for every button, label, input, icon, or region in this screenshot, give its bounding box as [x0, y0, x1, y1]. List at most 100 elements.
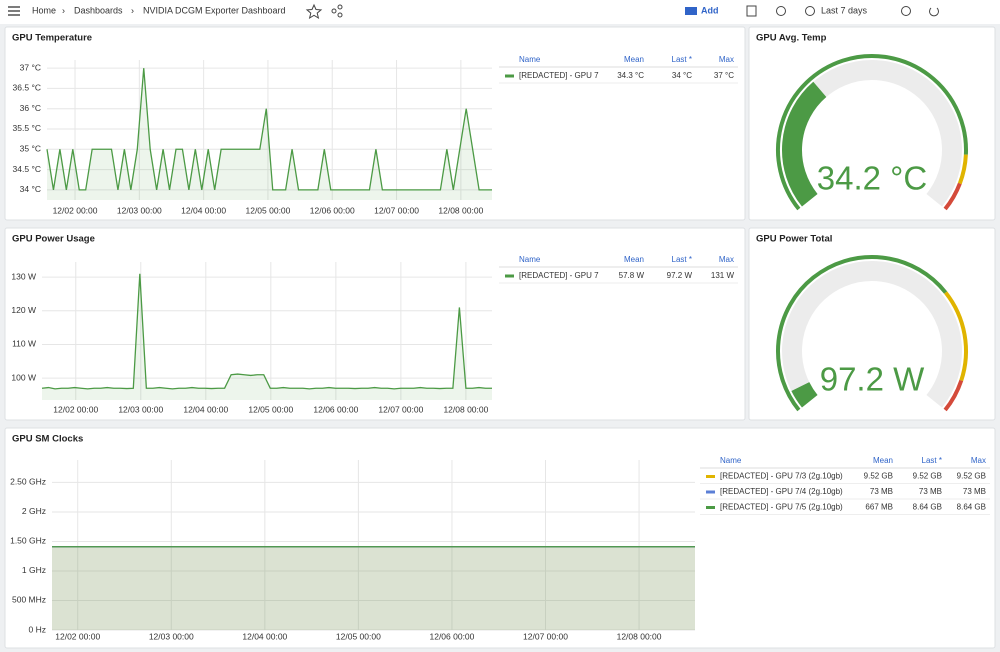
y-tick-label: 2 GHz — [22, 506, 46, 516]
y-tick-label: 37 °C — [20, 62, 41, 72]
y-tick-label: 0 Hz — [29, 624, 46, 634]
legend-header: Name — [720, 456, 742, 465]
legend-mean: 667 MB — [865, 503, 893, 512]
separator: › — [62, 5, 65, 15]
x-tick-label: 12/05 00:00 — [245, 205, 290, 215]
legend-last: 9.52 GB — [913, 472, 942, 481]
x-tick-label: 12/06 00:00 — [313, 404, 358, 414]
legend-max: 37 °C — [714, 71, 734, 80]
legend-marker — [706, 475, 715, 478]
series-area — [47, 68, 492, 201]
x-tick-label: 12/07 00:00 — [374, 205, 419, 215]
legend-header: Last * — [672, 55, 692, 64]
legend-marker — [706, 490, 715, 494]
legend-mean: 57.8 W — [619, 271, 645, 280]
y-tick-label: 1.50 GHz — [10, 536, 46, 546]
x-tick-label: 12/03 00:00 — [117, 205, 162, 215]
panel-title: GPU Power Total — [756, 234, 832, 245]
panel-title: GPU Avg. Temp — [756, 33, 827, 44]
gauge-value-arc — [791, 381, 818, 408]
top-bar — [0, 0, 1000, 24]
legend-header: Last * — [922, 456, 942, 465]
add-icon[interactable] — [685, 7, 697, 15]
legend-header: Mean — [873, 456, 893, 465]
x-tick-label: 12/08 00:00 — [617, 631, 662, 641]
legend-marker — [706, 506, 715, 509]
save-icon[interactable] — [746, 5, 757, 17]
legend-last: 97.2 W — [667, 271, 693, 280]
gauge-threshold — [957, 154, 968, 185]
legend-header: Mean — [624, 55, 644, 64]
x-tick-label: 12/04 00:00 — [242, 631, 287, 641]
y-tick-label: 110 W — [12, 339, 36, 349]
legend-name[interactable]: [REDACTED] - GPU 7/4 (2g.10gb) — [720, 487, 843, 496]
star-icon[interactable] — [305, 3, 323, 20]
y-tick-label: 36.5 °C — [13, 83, 41, 93]
legend-header: Name — [519, 255, 541, 264]
gauge-threshold — [776, 54, 968, 211]
gauge-value-arc — [782, 81, 827, 207]
series-line — [46, 68, 492, 191]
x-tick-label: 12/04 00:00 — [181, 205, 226, 215]
gauge-value: 34.2 °C — [817, 160, 927, 197]
separator: › — [131, 5, 134, 15]
gauge-threshold — [943, 182, 962, 211]
share-icon[interactable] — [331, 4, 343, 18]
series-area — [52, 546, 695, 630]
x-tick-label: 12/05 00:00 — [248, 404, 293, 414]
y-tick-label: 2.50 GHz — [10, 477, 46, 487]
legend-last: 8.64 GB — [913, 503, 942, 512]
legend-mean: 73 MB — [870, 487, 893, 496]
legend-name[interactable]: [REDACTED] - GPU 7 — [519, 271, 599, 280]
y-tick-label: 100 W — [11, 372, 36, 382]
y-tick-label: 35 °C — [20, 144, 41, 154]
menu-icon[interactable] — [8, 6, 20, 16]
gauge-track — [782, 261, 962, 408]
gauge-threshold — [775, 255, 948, 412]
add-button[interactable]: Add — [701, 5, 719, 15]
time-range[interactable]: Last 7 days — [821, 5, 868, 15]
legend-max: 9.52 GB — [957, 472, 986, 481]
x-tick-label: 12/08 00:00 — [443, 404, 488, 414]
clock-icon[interactable] — [805, 6, 815, 16]
gauge-threshold — [944, 291, 968, 382]
x-tick-label: 12/02 00:00 — [53, 404, 98, 414]
x-tick-label: 12/07 00:00 — [523, 631, 568, 641]
x-tick-label: 12/03 00:00 — [118, 404, 163, 414]
gauge-threshold — [943, 379, 964, 412]
panel-title: GPU SM Clocks — [12, 434, 83, 445]
legend-mean: 34.3 °C — [617, 71, 644, 80]
legend-last: 73 MB — [919, 487, 942, 496]
legend-name[interactable]: [REDACTED] - GPU 7/3 (2g.10gb) — [720, 472, 843, 481]
y-tick-label: 130 W — [11, 271, 36, 281]
breadcrumb[interactable]: Dashboards — [74, 5, 123, 15]
panel-title: GPU Power Usage — [12, 234, 95, 245]
legend-name[interactable]: [REDACTED] - GPU 7/5 (2g.10gb) — [720, 503, 843, 512]
series-line — [41, 273, 492, 390]
legend-max: 73 MB — [963, 487, 986, 496]
zoom-out-icon[interactable] — [901, 6, 911, 16]
legend-marker — [505, 74, 514, 78]
refresh-icon[interactable] — [929, 7, 939, 17]
panel — [4, 227, 746, 421]
breadcrumb: NVIDIA DCGM Exporter Dashboard — [143, 5, 286, 15]
panel — [4, 26, 746, 221]
legend-header: Name — [519, 55, 541, 64]
y-tick-label: 36 °C — [20, 103, 41, 113]
legend-name[interactable]: [REDACTED] - GPU 7 — [519, 71, 599, 80]
y-tick-label: 34.5 °C — [13, 164, 41, 174]
x-tick-label: 12/02 00:00 — [53, 205, 98, 215]
series-area — [52, 546, 695, 630]
x-tick-label: 12/05 00:00 — [336, 631, 381, 641]
breadcrumb[interactable]: Home — [32, 5, 56, 15]
y-tick-label: 1 GHz — [22, 565, 46, 575]
legend-mean: 9.52 GB — [864, 472, 893, 481]
y-tick-label: 500 MHz — [12, 595, 46, 605]
x-tick-label: 12/04 00:00 — [183, 404, 228, 414]
panel — [748, 227, 996, 421]
legend-max: 8.64 GB — [957, 503, 986, 512]
panel-title: GPU Temperature — [12, 33, 92, 44]
settings-icon[interactable] — [776, 6, 786, 16]
legend-header: Last * — [672, 255, 692, 264]
